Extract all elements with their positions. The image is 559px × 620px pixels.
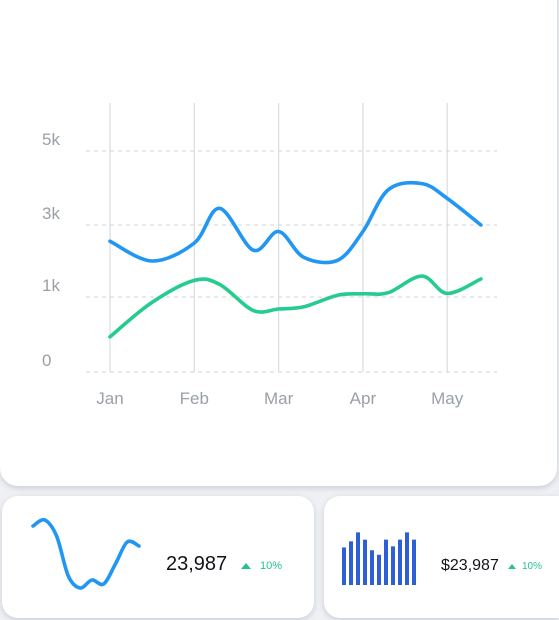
- sparkline-line: [31, 517, 141, 590]
- x-tick-label: May: [431, 389, 464, 408]
- x-tick-label: Feb: [180, 389, 209, 408]
- mini-bar: [356, 532, 360, 585]
- x-tick-label: Mar: [264, 389, 294, 408]
- x-tick-label: Jan: [96, 389, 123, 408]
- stat-card-revenue: $23,987 10%: [324, 496, 559, 618]
- mini-bar: [349, 541, 353, 585]
- mini-bar: [377, 554, 381, 585]
- mini-bar: [384, 539, 388, 585]
- y-tick-label: 1k: [42, 276, 60, 295]
- line-chart: 0 1k 3k 5k Jan Feb Mar Apr May: [42, 103, 497, 408]
- mini-bar: [391, 546, 395, 585]
- mini-bar: [398, 539, 402, 585]
- y-tick-label: 5k: [42, 130, 60, 149]
- x-tick-label: Apr: [350, 389, 377, 408]
- arrow-up-icon: [241, 563, 251, 569]
- arrow-up-icon: [508, 564, 516, 569]
- y-tick-label: 3k: [42, 204, 60, 223]
- y-tick-label: 0: [42, 351, 51, 370]
- mini-bar-chart: [342, 532, 416, 585]
- stat-change: 10%: [508, 561, 542, 572]
- main-chart-card: 0 1k 3k 5k Jan Feb Mar Apr May: [0, 0, 557, 486]
- stat-change-value: 10%: [260, 560, 283, 572]
- stat-value: $23,987: [441, 557, 499, 574]
- stat-change-value: 10%: [522, 561, 543, 572]
- stat-value: 23,987: [166, 553, 228, 575]
- stat-change: 10%: [241, 560, 282, 572]
- mini-bar: [363, 539, 367, 585]
- mini-bar: [412, 539, 416, 585]
- series-line-2: [108, 274, 483, 339]
- mini-bar: [370, 550, 374, 585]
- mini-bar: [342, 547, 346, 585]
- series-line-1: [108, 181, 483, 265]
- stat-card-visitors: 23,987 10%: [2, 496, 314, 618]
- mini-bar: [405, 532, 409, 585]
- sparkline-chart: [31, 517, 141, 590]
